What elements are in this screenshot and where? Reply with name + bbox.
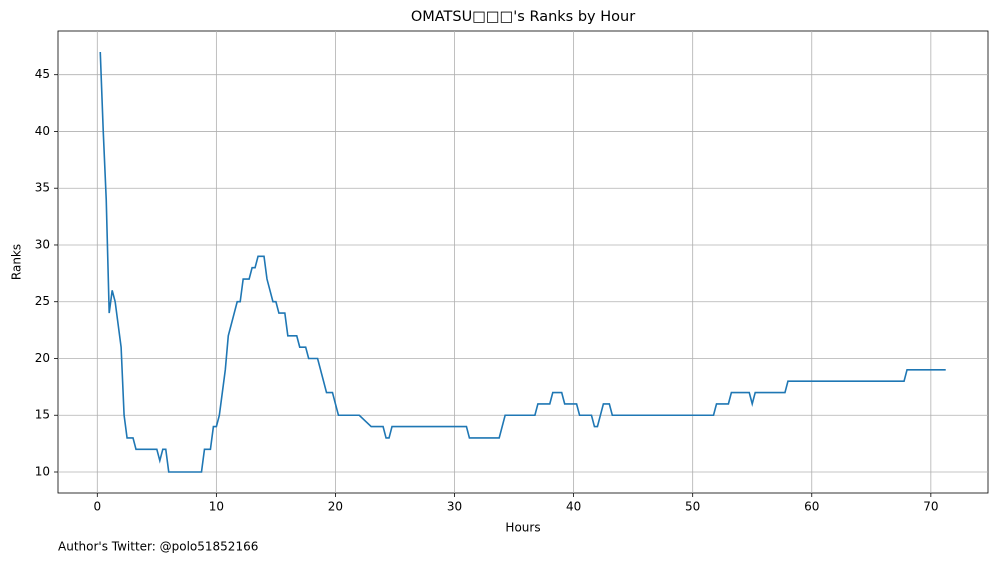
chart-title: OMATSU□□□'s Ranks by Hour [411,9,635,25]
x-axis-label: Hours [505,521,540,535]
x-tick-label: 60 [804,500,819,514]
data-line [99,51,946,473]
x-tick-label: 10 [209,500,224,514]
y-axis-label: Ranks [10,244,24,280]
y-tick-label: 45 [35,67,50,81]
y-tick-label: 30 [35,237,50,251]
y-tick-label: 25 [35,294,50,308]
y-tick-label: 20 [35,351,50,365]
footnote: Author's Twitter: @polo51852166 [58,540,258,554]
y-tick-label: 15 [35,408,50,422]
x-tick-label: 0 [93,500,101,514]
x-tick-label: 70 [923,500,938,514]
y-tick-label: 40 [35,124,50,138]
x-tick-label: 20 [328,500,343,514]
y-tick-label: 10 [35,465,50,479]
y-tick-label: 35 [35,181,50,195]
x-tick-label: 40 [566,500,581,514]
x-tick-label: 50 [685,500,700,514]
x-tick-label: 30 [447,500,462,514]
plot-frame [57,30,989,494]
